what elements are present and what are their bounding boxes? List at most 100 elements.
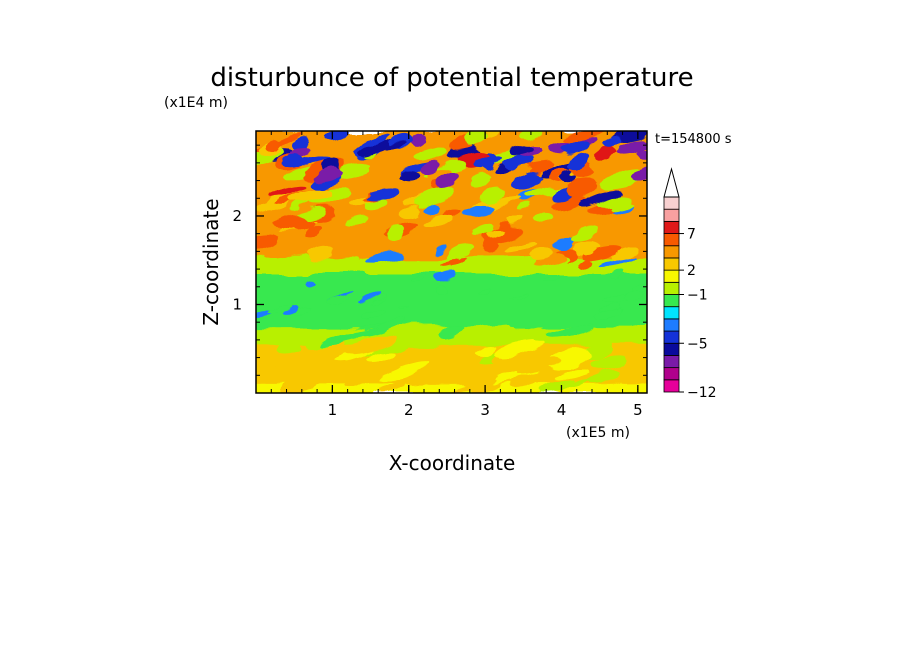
field-patch [515, 325, 545, 336]
field-patch [599, 255, 636, 266]
field-patch [528, 247, 552, 262]
field-patch [327, 296, 347, 305]
field-patch [450, 258, 468, 266]
field-patch [424, 202, 440, 215]
field-patch [417, 226, 439, 242]
field-patch [593, 232, 610, 241]
field-patch [468, 172, 490, 187]
field-patch [453, 378, 497, 391]
x-axis-ticks: 1 2 3 4 5 [270, 131, 643, 419]
colorbar-swatch [663, 294, 680, 308]
field-patch [267, 184, 308, 197]
field-patch [505, 239, 539, 252]
colorbar-extend-arrow [663, 167, 680, 198]
field-patch [513, 172, 546, 188]
field-patch [495, 340, 541, 358]
field-patch [494, 326, 519, 337]
field-patch [256, 306, 273, 317]
field-patch [435, 285, 447, 293]
field-patch [594, 308, 622, 320]
chart-title: disturbunce of potential temperature [210, 63, 693, 93]
colorbar-swatch [663, 245, 680, 259]
colorbar-label: 2 [687, 263, 696, 279]
field-patch [293, 155, 331, 165]
field-patch [366, 352, 397, 365]
field-patch [481, 289, 493, 296]
colorbar-label: −12 [687, 385, 717, 401]
field-patch [300, 339, 347, 360]
field-patch [534, 253, 564, 267]
colorbar-label: −1 [687, 288, 708, 304]
colorbar-swatch [663, 269, 680, 283]
field-patch [362, 133, 391, 144]
field-patch [439, 325, 463, 338]
x-multiplier-label: (x1E5 m) [566, 425, 630, 441]
field-patch [264, 138, 281, 153]
field-patch [553, 235, 578, 250]
field-patch [539, 379, 575, 393]
field-band [256, 273, 647, 328]
field-patch [520, 357, 561, 374]
colorbar-label: 7 [687, 227, 696, 243]
colorbar: 7 2 −1 −5 −12 [663, 167, 717, 401]
field-patch [369, 297, 387, 305]
y-tick-label: 2 [232, 207, 242, 225]
colorbar-swatch [663, 257, 680, 271]
field-patch [560, 137, 588, 155]
field-patch [478, 345, 497, 356]
field-patch [369, 293, 390, 301]
field-patch [412, 186, 457, 206]
colorbar-swatch [663, 220, 680, 234]
field-patch [263, 247, 304, 262]
y-axis-title: Z-coordinate [199, 198, 223, 325]
field-patch [581, 245, 622, 260]
contour-field [256, 131, 647, 393]
field-patch [402, 371, 437, 386]
field-patch [525, 187, 554, 198]
field-patch [471, 227, 493, 239]
field-patch [608, 271, 621, 279]
field-patch [276, 340, 303, 354]
field-patch [315, 165, 342, 183]
field-patch [563, 131, 606, 139]
field-patch [387, 225, 405, 241]
field-patch [256, 365, 284, 384]
x-tick-label: 5 [633, 401, 643, 419]
field-patch [345, 377, 364, 388]
field-patch [623, 291, 642, 301]
field-patch [322, 192, 361, 207]
colorbar-swatch [663, 196, 680, 210]
x-tick-label: 4 [557, 401, 567, 419]
field-patch [612, 323, 647, 339]
field-band [256, 382, 647, 393]
field-patch [612, 247, 636, 259]
field-area [256, 131, 647, 393]
x-tick-label: 2 [404, 401, 414, 419]
field-patch [601, 136, 625, 147]
colorbar-swatch [663, 233, 680, 247]
field-patch [471, 156, 503, 169]
field-patch [341, 363, 390, 381]
field-patch [610, 200, 633, 211]
field-patch [434, 245, 448, 253]
colorbar-swatch [663, 330, 680, 344]
field-patch [390, 149, 430, 161]
field-patch [366, 249, 403, 263]
field-patch [578, 190, 624, 206]
field-patch [327, 254, 361, 271]
field-patch [307, 187, 351, 205]
colorbar-swatch [663, 208, 680, 222]
field-patch [290, 217, 313, 232]
field-patch [444, 246, 476, 259]
field-patch [544, 325, 596, 340]
colorbar-swatch [663, 306, 680, 320]
field-patch [573, 228, 598, 241]
field-patch [342, 217, 367, 228]
field-patch [282, 373, 325, 393]
field-patch [332, 161, 370, 180]
colorbar-swatch [663, 342, 680, 356]
field-patch [433, 272, 457, 282]
field-patch [551, 369, 587, 380]
colorbar-label: −5 [687, 336, 708, 352]
